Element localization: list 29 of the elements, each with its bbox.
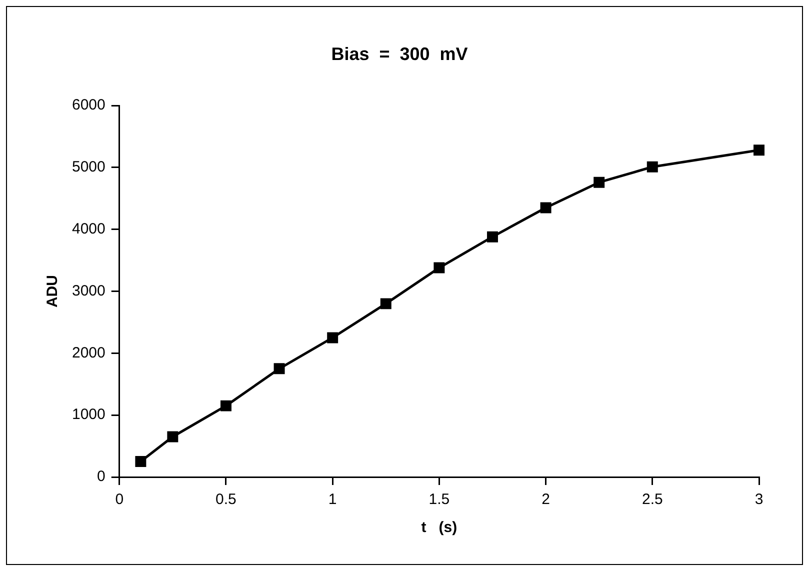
point (274, 363, 285, 374)
chart-title: Bias = 300 mV (331, 44, 468, 64)
x-tick-label: 2.5 (642, 491, 663, 508)
x-tick-label: 0.5 (216, 491, 236, 508)
point (167, 431, 178, 442)
y-tick-label: 6000 (72, 96, 106, 114)
point (540, 202, 552, 214)
point (220, 400, 232, 412)
x-tick-label: 2 (542, 491, 550, 508)
point (135, 456, 146, 468)
y-tick-label: 2000 (72, 344, 106, 362)
y-tick-label: 5000 (72, 158, 106, 176)
x-tick-label: 3 (754, 491, 764, 508)
point (327, 332, 338, 344)
point (594, 176, 605, 188)
x-tick-label: 1 (328, 491, 337, 508)
point (754, 144, 764, 156)
y-tick-label: 4000 (72, 220, 106, 238)
x-tick-label: 0 (115, 491, 124, 508)
x-tick-label: 1.5 (428, 491, 450, 508)
y-axis-title: ADU (44, 275, 62, 308)
y-tick-label: 1000 (72, 406, 106, 424)
y-tick-label: 3000 (72, 282, 106, 300)
x-axis-title: t (s) (421, 519, 458, 536)
point (646, 161, 658, 172)
point (486, 231, 498, 242)
point (380, 298, 392, 310)
point (434, 262, 445, 274)
y-tick-label: 0 (97, 468, 106, 486)
